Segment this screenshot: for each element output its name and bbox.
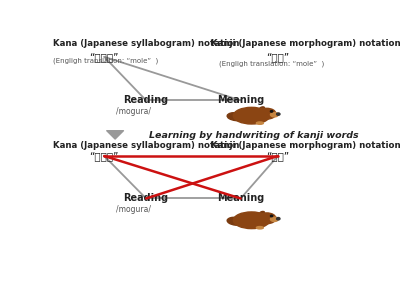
Ellipse shape xyxy=(227,217,245,225)
Ellipse shape xyxy=(270,113,278,117)
Text: (Engligh translation: “mole”  ): (Engligh translation: “mole” ) xyxy=(53,58,158,65)
Text: Meaning: Meaning xyxy=(217,194,264,203)
Ellipse shape xyxy=(256,122,263,124)
Circle shape xyxy=(270,111,273,112)
Ellipse shape xyxy=(233,212,270,229)
Text: /mogura/: /mogura/ xyxy=(116,107,151,116)
Ellipse shape xyxy=(256,227,263,229)
Text: Learning by handwriting of kanji words: Learning by handwriting of kanji words xyxy=(149,131,359,140)
Text: “もくら”: “もくら” xyxy=(90,151,119,161)
Text: /mogura/: /mogura/ xyxy=(116,205,151,214)
Ellipse shape xyxy=(270,217,278,222)
Text: “もくら”: “もくら” xyxy=(90,52,119,62)
Circle shape xyxy=(270,215,273,217)
Text: “土竄”: “土竄” xyxy=(266,151,290,161)
Circle shape xyxy=(277,218,280,220)
Ellipse shape xyxy=(260,107,264,110)
Ellipse shape xyxy=(227,113,245,121)
Text: Meaning: Meaning xyxy=(217,95,264,106)
Circle shape xyxy=(277,113,280,115)
Text: Kana (Japanese syllabogram) notation: Kana (Japanese syllabogram) notation xyxy=(53,141,240,150)
Ellipse shape xyxy=(260,211,264,214)
Text: Reading: Reading xyxy=(124,194,169,203)
Text: Reading: Reading xyxy=(124,95,169,106)
Text: Kanji (Japanese morphogram) notation: Kanji (Japanese morphogram) notation xyxy=(211,141,400,150)
Text: (Engligh translation: “mole”  ): (Engligh translation: “mole” ) xyxy=(219,61,324,67)
FancyArrowPatch shape xyxy=(107,131,124,139)
Ellipse shape xyxy=(258,108,276,119)
Ellipse shape xyxy=(258,213,276,224)
Text: Kanji (Japanese morphogram) notation: Kanji (Japanese morphogram) notation xyxy=(211,39,400,48)
Ellipse shape xyxy=(233,107,270,124)
Text: Kana (Japanese syllabogram) notation: Kana (Japanese syllabogram) notation xyxy=(53,39,240,48)
Text: “土竄”: “土竄” xyxy=(266,52,290,62)
